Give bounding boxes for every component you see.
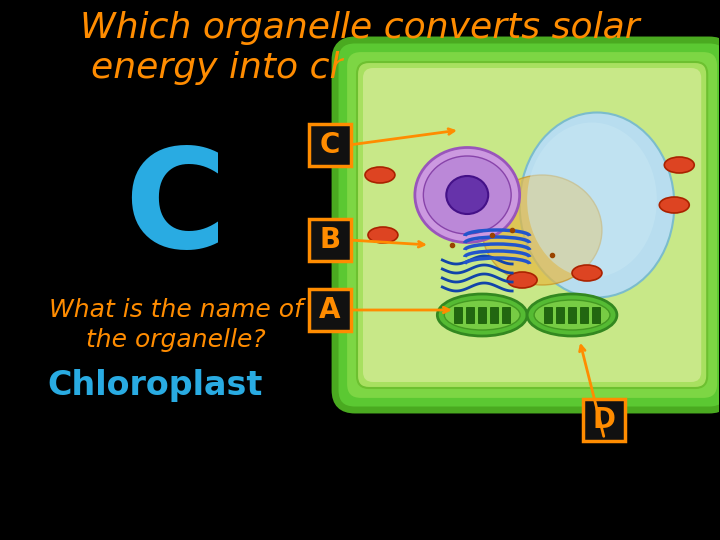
FancyBboxPatch shape <box>478 307 486 323</box>
Ellipse shape <box>520 112 675 298</box>
Ellipse shape <box>660 197 689 213</box>
FancyBboxPatch shape <box>502 307 510 323</box>
FancyBboxPatch shape <box>309 289 351 331</box>
FancyBboxPatch shape <box>309 219 351 261</box>
Ellipse shape <box>415 147 520 242</box>
FancyBboxPatch shape <box>309 124 351 166</box>
Text: Chloroplast: Chloroplast <box>48 368 263 402</box>
Text: A: A <box>319 296 341 324</box>
Ellipse shape <box>507 272 537 288</box>
Ellipse shape <box>572 265 602 281</box>
Text: the organelle?: the organelle? <box>86 328 265 352</box>
Ellipse shape <box>665 157 694 173</box>
Text: energy into chemical energy?: energy into chemical energy? <box>91 51 629 85</box>
FancyBboxPatch shape <box>363 68 701 382</box>
FancyBboxPatch shape <box>568 307 576 323</box>
Ellipse shape <box>527 123 657 278</box>
Ellipse shape <box>446 176 488 214</box>
FancyBboxPatch shape <box>467 307 474 323</box>
Ellipse shape <box>437 294 527 336</box>
FancyBboxPatch shape <box>490 307 498 323</box>
Text: B: B <box>320 226 341 254</box>
Ellipse shape <box>534 300 610 330</box>
Ellipse shape <box>365 167 395 183</box>
Text: C: C <box>125 143 226 278</box>
FancyBboxPatch shape <box>544 307 552 323</box>
Ellipse shape <box>444 300 520 330</box>
FancyBboxPatch shape <box>335 40 720 410</box>
Text: C: C <box>320 131 341 159</box>
Text: Which organelle converts solar: Which organelle converts solar <box>80 11 640 45</box>
FancyBboxPatch shape <box>592 307 600 323</box>
Text: D: D <box>593 406 616 434</box>
Ellipse shape <box>368 227 398 243</box>
FancyBboxPatch shape <box>454 307 462 323</box>
FancyBboxPatch shape <box>580 307 588 323</box>
Ellipse shape <box>423 156 511 234</box>
Ellipse shape <box>527 294 617 336</box>
FancyBboxPatch shape <box>357 62 707 388</box>
FancyBboxPatch shape <box>556 307 564 323</box>
Ellipse shape <box>482 175 602 285</box>
Text: What is the name of: What is the name of <box>48 298 302 322</box>
FancyBboxPatch shape <box>583 399 626 441</box>
FancyBboxPatch shape <box>345 50 719 400</box>
